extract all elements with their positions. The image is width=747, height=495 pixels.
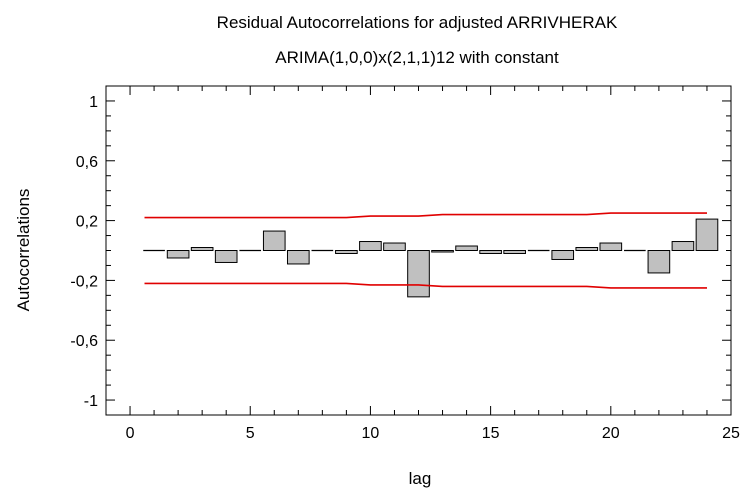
chart-title: Residual Autocorrelations for adjusted A… xyxy=(217,13,618,32)
x-tick-label: 10 xyxy=(362,425,380,442)
y-tick-label: 0,2 xyxy=(76,214,98,231)
lower-limit-line xyxy=(144,282,707,289)
y-axis-label: Autocorrelations xyxy=(14,189,33,312)
y-tick-label: -1 xyxy=(84,393,98,410)
bar-lag-18 xyxy=(551,250,575,260)
bar-lag-12 xyxy=(407,250,430,298)
bar-lag-3 xyxy=(190,247,214,252)
bar-lag-11 xyxy=(383,242,406,251)
x-tick-label: 0 xyxy=(126,425,135,442)
bar-lag-16 xyxy=(503,250,526,254)
bar-lag-13 xyxy=(431,250,454,253)
bar-lag-6 xyxy=(262,230,286,252)
confidence-limits xyxy=(144,212,707,289)
bar-lag-20 xyxy=(599,242,623,251)
bar-lag-2 xyxy=(166,250,190,259)
x-axis-label: lag xyxy=(409,469,432,488)
x-axis: 0 5 10 15 20 25 xyxy=(126,86,740,442)
chart-subtitle: ARIMA(1,0,0)x(2,1,1)12 with constant xyxy=(275,48,559,67)
upper-limit-line xyxy=(144,212,707,219)
bar-lag-15 xyxy=(479,250,502,254)
bar-lag-14 xyxy=(455,245,478,252)
y-tick-label: 1 xyxy=(89,94,98,111)
y-axis: 1 0,6 0,2 -0,2 -0,6 -1 xyxy=(70,94,731,410)
bar-lag-22 xyxy=(647,250,671,274)
x-tick-label: 25 xyxy=(722,425,740,442)
x-tick-label: 15 xyxy=(482,425,500,442)
bar-lag-23 xyxy=(671,241,695,251)
bar-lag-7 xyxy=(286,250,310,265)
x-tick-label: 20 xyxy=(602,425,620,442)
x-tick-label: 5 xyxy=(246,425,255,442)
bar-lag-9 xyxy=(335,250,358,254)
y-tick-label: 0,6 xyxy=(76,154,98,171)
bar-lag-24 xyxy=(695,218,719,252)
bar-lag-4 xyxy=(214,250,238,263)
bar-lag-10 xyxy=(359,241,382,251)
y-tick-label: -0,6 xyxy=(70,333,98,350)
bar-lag-19 xyxy=(575,247,599,252)
y-tick-label: -0,2 xyxy=(70,273,98,290)
